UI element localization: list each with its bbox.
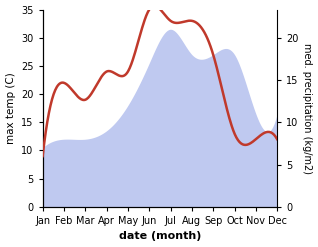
Y-axis label: max temp (C): max temp (C) xyxy=(5,72,16,144)
X-axis label: date (month): date (month) xyxy=(119,231,201,242)
Y-axis label: med. precipitation (kg/m2): med. precipitation (kg/m2) xyxy=(302,43,313,174)
